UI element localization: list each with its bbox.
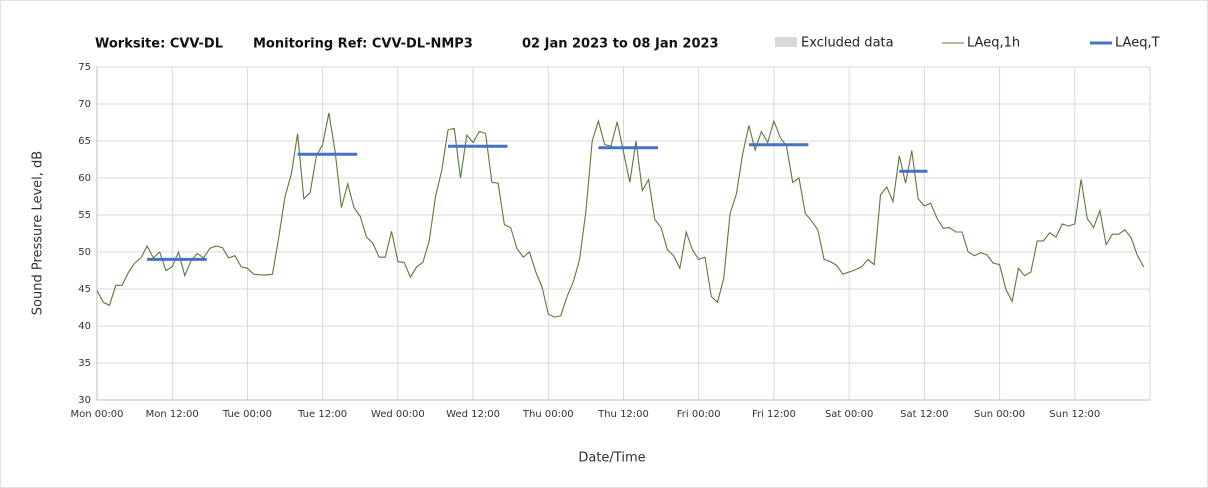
x-tick-label: Thu 00:00 bbox=[522, 409, 574, 420]
y-axis-title: Sound Pressure Level, dB bbox=[31, 151, 46, 315]
data-line bbox=[147, 143, 928, 261]
y-tick-label: 45 bbox=[78, 284, 91, 295]
y-tick-label: 50 bbox=[78, 247, 91, 258]
x-tick-label: Mon 12:00 bbox=[146, 409, 199, 420]
y-tick-label: 75 bbox=[78, 62, 91, 73]
x-tick-label: Sun 00:00 bbox=[974, 409, 1025, 420]
x-tick-label: Tue 12:00 bbox=[297, 409, 347, 420]
y-tick-label: 70 bbox=[78, 99, 91, 110]
x-tick-label: Mon 00:00 bbox=[70, 409, 123, 420]
legend-label: Excluded data bbox=[801, 36, 894, 51]
y-tick-label: 65 bbox=[78, 136, 91, 147]
y-tick-label: 35 bbox=[78, 358, 91, 369]
y-tick-label: 40 bbox=[78, 321, 91, 332]
title-worksite: Worksite: CVV-DL bbox=[95, 37, 223, 52]
title-dates: 02 Jan 2023 to 08 Jan 2023 bbox=[522, 37, 719, 52]
x-tick-label: Sun 12:00 bbox=[1049, 409, 1100, 420]
x-tick-label: Sat 00:00 bbox=[825, 409, 873, 420]
x-tick-label: Sat 12:00 bbox=[900, 409, 948, 420]
x-tick-label: Tue 00:00 bbox=[222, 409, 272, 420]
data-line bbox=[96, 112, 1145, 318]
x-tick-label: Fri 12:00 bbox=[752, 409, 796, 420]
y-tick-label: 30 bbox=[78, 395, 91, 406]
x-tick-label: Wed 00:00 bbox=[371, 409, 425, 420]
y-tick-label: 60 bbox=[78, 173, 91, 184]
x-tick-label: Wed 12:00 bbox=[446, 409, 500, 420]
title-ref: Monitoring Ref: CVV-DL-NMP3 bbox=[253, 37, 473, 52]
legend-swatch-excluded bbox=[775, 37, 797, 47]
x-tick-label: Fri 00:00 bbox=[677, 409, 721, 420]
y-tick-label: 55 bbox=[78, 210, 91, 221]
legend-label: LAeq,1h bbox=[967, 36, 1020, 51]
legend-label: LAeq,T bbox=[1115, 36, 1160, 51]
x-axis-title: Date/Time bbox=[578, 451, 645, 466]
x-tick-label: Thu 12:00 bbox=[597, 409, 649, 420]
